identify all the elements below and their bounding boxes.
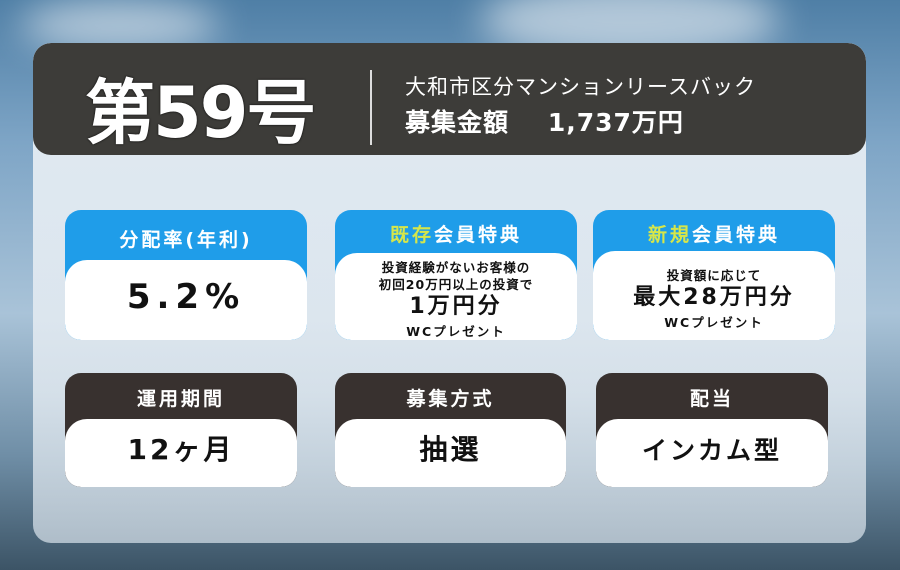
benefit-value: 1万円分 [409,294,503,319]
property-name: 大和市区分マンションリースバック [405,75,756,99]
card-body: インカム型 [596,419,828,487]
issue-number: 第59号 [85,72,316,154]
title-accent: 既存 [389,224,434,246]
card-term: 運用期間 12ヶ月 [65,373,297,487]
card-title: 運用期間 [136,388,225,410]
term-value: 12ヶ月 [127,433,235,466]
title-rest: 会員特典 [434,224,523,246]
card-method: 募集方式 抽選 [335,373,566,487]
benefit-line: 初回20万円以上の投資で [378,277,534,292]
card-body: 投資額に応じて 最大28万円分 WCプレゼント [593,251,835,340]
card-body: 5.2% [65,260,307,340]
title-accent: 新規 [647,224,692,246]
card-title: 配当 [689,388,734,410]
benefit-note: WCプレゼント [664,315,764,330]
title-rest: 会員特典 [692,224,781,246]
method-value: 抽選 [419,433,482,466]
card-existing-member-benefit: 既存会員特典 投資経験がないお客様の 初回20万円以上の投資で 1万円分 WCプ… [335,210,577,340]
dividend-value: インカム型 [641,436,782,465]
card-yield: 分配率(年利) 5.2% [65,210,307,340]
offer-panel: 第59号 大和市区分マンションリースバック 募集金額 1,737万円 分配率(年… [33,43,866,543]
card-new-member-benefit: 新規会員特典 投資額に応じて 最大28万円分 WCプレゼント [593,210,835,340]
raise-amount: 募集金額 1,737万円 [405,103,684,139]
benefit-line: 投資額に応じて [666,268,762,283]
card-body: 投資経験がないお客様の 初回20万円以上の投資で 1万円分 WCプレゼント [335,253,577,340]
card-dividend: 配当 インカム型 [596,373,828,487]
divider [370,70,372,145]
benefit-line: 投資経験がないお客様の [381,260,531,275]
card-body: 12ヶ月 [65,419,297,487]
amount-value: 1,737万円 [547,108,684,137]
benefit-value: 最大28万円分 [633,285,795,310]
amount-label: 募集金額 [405,108,510,137]
card-title: 新規会員特典 [593,210,835,247]
card-body: 抽選 [335,419,566,487]
background-cloud [20,0,220,50]
yield-value: 5.2% [126,277,246,317]
header-bar: 第59号 大和市区分マンションリースバック 募集金額 1,737万円 [33,43,866,155]
card-title: 既存会員特典 [335,210,577,247]
card-title: 分配率(年利) [119,229,253,251]
card-title: 募集方式 [406,388,495,410]
benefit-note: WCプレゼント [406,324,506,339]
